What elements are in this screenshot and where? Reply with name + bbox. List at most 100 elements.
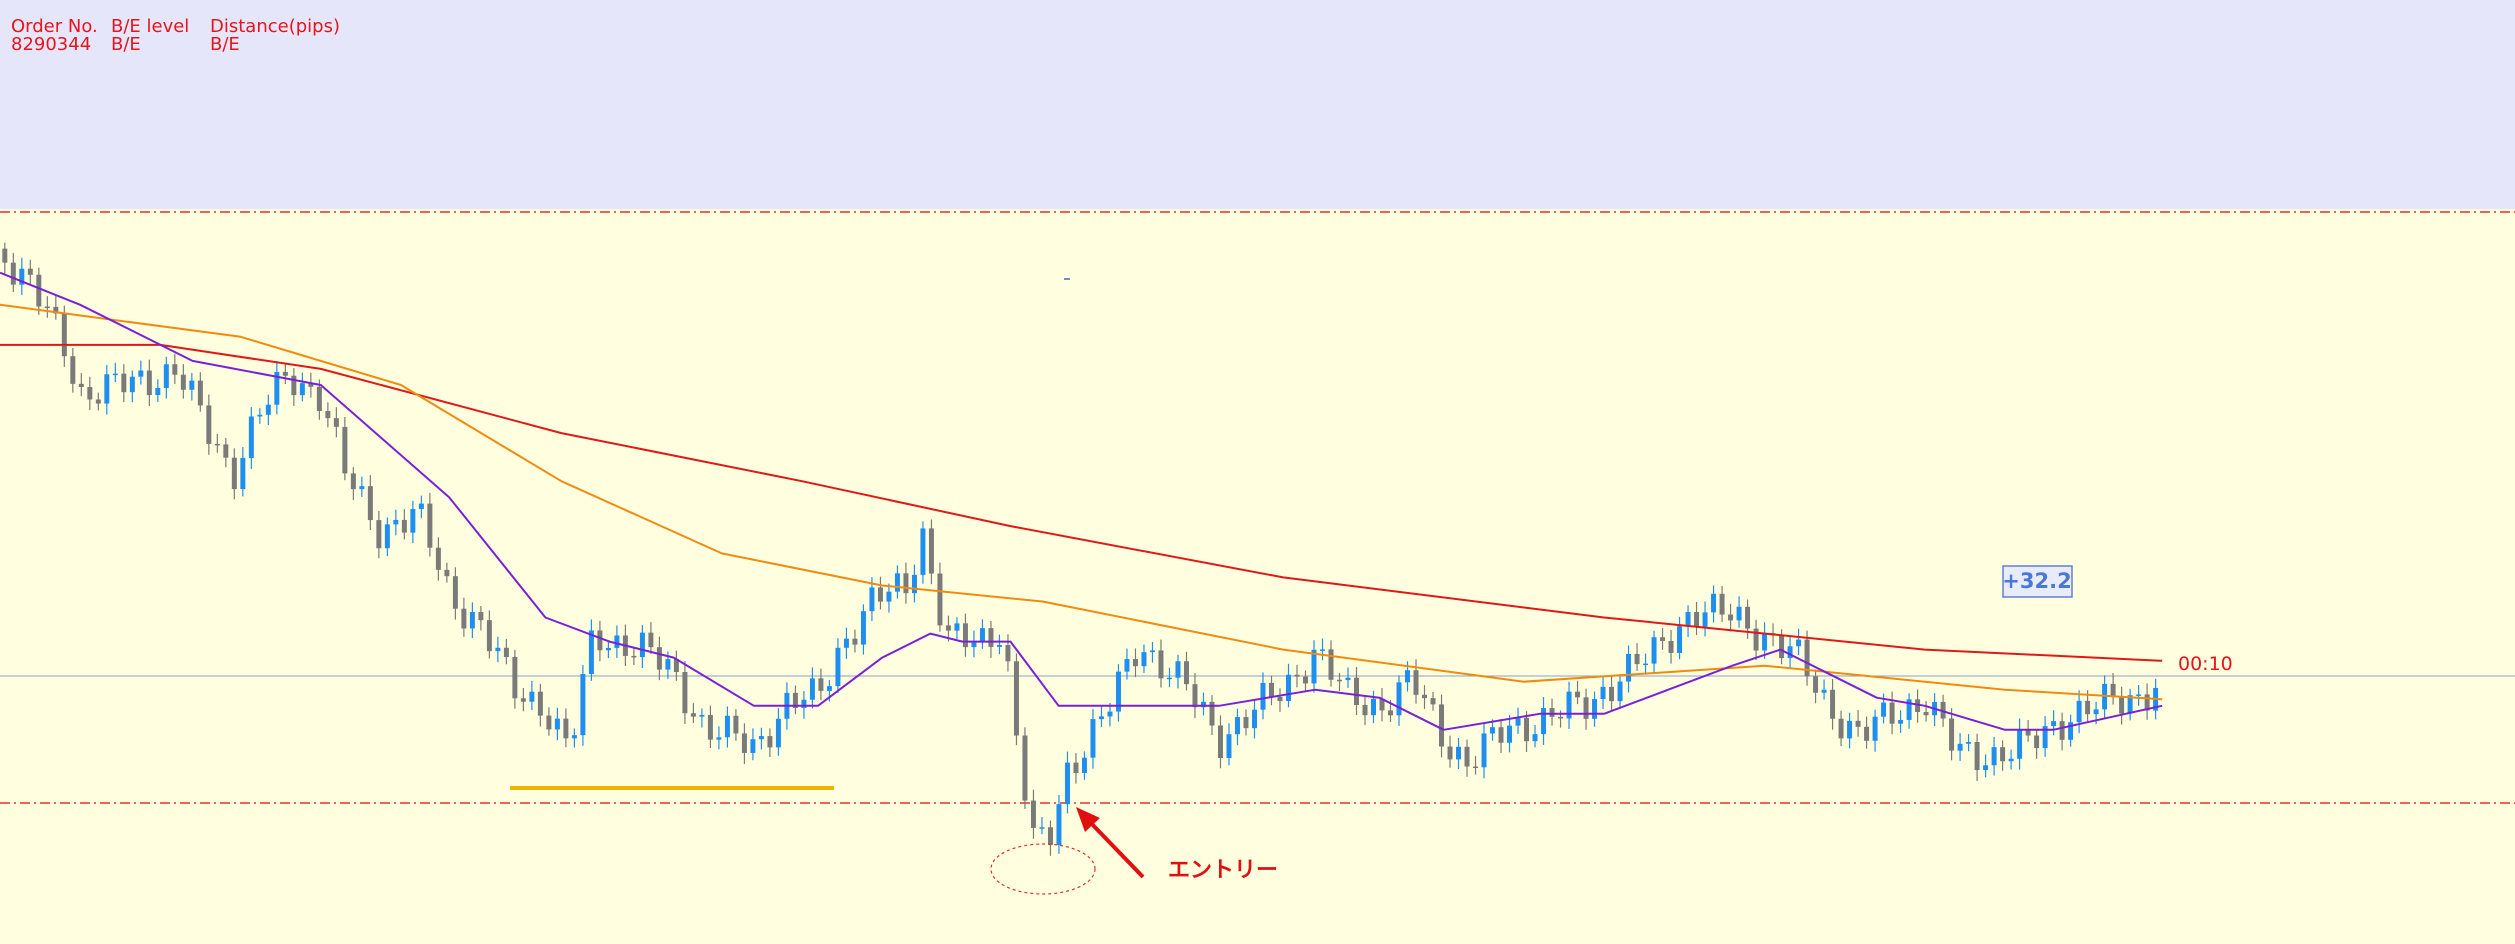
candle-body [2,248,8,263]
candle-body [597,630,603,651]
candle-body [1541,708,1547,735]
candle-body [1430,698,1436,705]
candle-body [1064,762,1070,805]
candle-body [1991,747,1997,766]
candle-body [435,547,441,570]
candle-body [852,638,858,645]
candle-body [78,383,84,388]
candle-body [826,686,832,691]
candle-body [2008,758,2014,762]
candle-body [44,306,50,309]
candle-body [1439,704,1445,747]
candle-body [2110,683,2116,697]
candle-body [2034,735,2040,749]
candle-body [1234,717,1240,735]
column-header: Distance(pips) [210,16,340,37]
candle-body [333,418,339,427]
candle-body [520,698,526,702]
candle-body [248,416,254,458]
candle-body [1166,677,1172,680]
candle-body [1243,717,1249,729]
candle-body [1337,679,1343,682]
candle-body [979,628,985,642]
candle-body [316,386,322,411]
candle-body [274,371,280,405]
candle-body [1319,649,1325,651]
candle-body [1949,718,1955,751]
candle-body [1141,652,1147,667]
candle-body [1898,719,1904,724]
candle-body [1736,606,1742,621]
candle-body [495,647,501,652]
candle-body [1532,734,1538,742]
candle-body [1507,725,1513,743]
candle-body [2059,721,2065,740]
candle-body [886,591,892,602]
candle-body [1966,741,1972,744]
moving-average [0,303,2163,701]
candle-body [1013,661,1019,736]
entry-label: エントリー [1168,858,1278,883]
candle-body [1906,699,1912,720]
candle-body [299,383,305,396]
candle-body [1592,699,1598,719]
info-panel [0,0,2515,209]
profit-box [2002,565,2073,598]
candle-body [1660,637,1666,641]
candle-body [1753,628,1759,651]
candle-body [546,715,552,730]
candle-body [1634,653,1640,665]
candle-body [1872,716,1878,741]
candle-body [1651,637,1657,664]
candle-body [1294,674,1300,677]
candle-body [801,699,807,709]
candle-body [2136,694,2142,696]
candle-body [639,632,645,658]
candle-body [1974,741,1980,771]
candle-body [163,364,169,389]
candle-body [1217,725,1223,759]
candle-body [2051,721,2057,727]
candle-body [478,611,484,621]
candle-body [2085,700,2091,715]
candle-body [2000,747,2006,762]
candle-body [911,574,917,594]
candle-body [427,503,433,548]
candle-body [461,608,467,629]
candle-body [1183,661,1189,685]
candle-body [1175,661,1181,678]
candle-body [1668,640,1674,653]
candle-body [554,718,560,730]
candle-body [19,268,25,285]
candle-body [1005,644,1011,662]
candle-body [1524,717,1530,742]
candle-body [529,691,535,702]
candle-body [571,735,577,739]
candle-body [537,691,543,716]
candle-body [988,628,994,647]
candle-body [1821,689,1827,693]
candle-body [121,373,127,393]
candle-body [962,623,968,648]
candle-body [325,410,331,419]
candle-body [1804,639,1810,677]
candle-body [1745,606,1751,629]
candle-body [2144,694,2150,711]
candle-body [1566,691,1572,719]
candle-body [1098,716,1104,720]
candle-body [724,715,730,738]
candle-body [775,718,781,748]
candle-body [996,644,1002,647]
candle-body [393,519,399,525]
candle-body [180,374,186,390]
candle-body [1473,766,1479,768]
candle-body [1838,718,1844,739]
candle-body [1251,709,1257,729]
candle-body [1192,684,1198,708]
candle-body [1354,677,1360,706]
candle-body [350,473,356,490]
column-header: Order No. [11,16,98,37]
candle-body [1600,686,1606,700]
candle-body [690,713,696,717]
candle-body [503,647,509,657]
